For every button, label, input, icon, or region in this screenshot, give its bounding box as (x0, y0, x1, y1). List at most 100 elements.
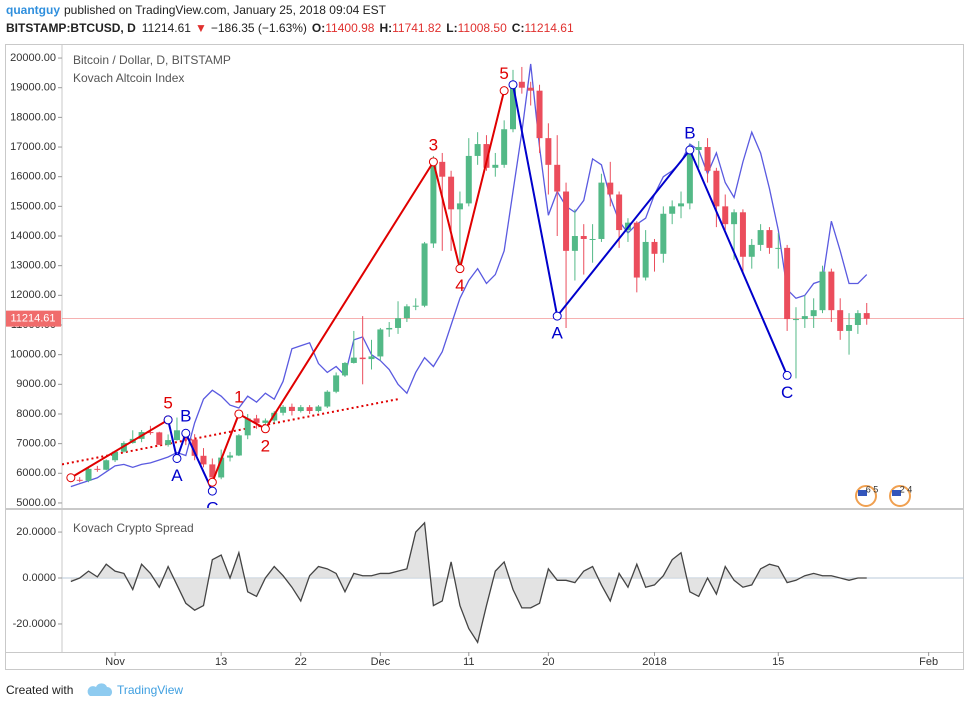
ohlc-value: 11741.82 (392, 21, 441, 35)
ohlc-value: 11214.61 (524, 21, 573, 35)
candle-body (739, 212, 746, 257)
y-tick-label: 5000.00 (16, 497, 56, 509)
event-badge-label: 6 5 (866, 484, 879, 494)
event-badge[interactable]: 6 5 (855, 484, 879, 507)
candle-body (589, 238, 596, 240)
candle-body (94, 468, 101, 470)
x-tick-label: Feb (919, 656, 938, 668)
candle-body (660, 213, 667, 254)
candle-body (784, 247, 791, 320)
x-tick-label: 22 (295, 656, 307, 668)
user[interactable]: quantguy (6, 3, 60, 17)
x-tick-label: 11 (463, 656, 474, 668)
candle-body (350, 357, 357, 363)
y-tick-label: 20.0000 (16, 526, 56, 538)
candle-body (377, 329, 384, 357)
wave-point (455, 264, 465, 274)
published: published on TradingView.com, January 25… (64, 3, 387, 17)
candle-body (837, 310, 844, 331)
candle-body (306, 407, 313, 412)
candle-body (315, 406, 322, 412)
candle-body (191, 439, 198, 456)
chart-frame (5, 44, 964, 670)
y-tick-label: 16000.00 (10, 171, 56, 183)
y-tick-label: 19000.00 (10, 82, 56, 94)
candle-body (103, 460, 110, 470)
spread-area (70, 522, 867, 643)
candle-body (227, 455, 234, 458)
y-tick-label: 7000.00 (16, 438, 56, 450)
wave-point (685, 145, 695, 155)
candle-body (633, 222, 640, 278)
candle-body (536, 90, 543, 139)
candle-body (173, 430, 180, 441)
ohlc-value: 11008.50 (458, 21, 507, 35)
wave-point (181, 428, 191, 438)
candle-body (678, 203, 685, 207)
brand-link[interactable]: TradingView (117, 683, 183, 697)
wave-line (167, 419, 214, 492)
wave-label: B (684, 123, 695, 142)
wave-label: 5 (499, 64, 508, 83)
wave-point (66, 473, 76, 483)
candle-body (518, 81, 525, 88)
symbol: BITSTAMP:BTCUSD, D (6, 21, 136, 35)
ohlc-label: H: (379, 21, 392, 35)
wave-label: A (552, 324, 564, 343)
wave-point (508, 80, 518, 90)
candle-body (474, 144, 481, 156)
y-tick-label: 12000.00 (10, 289, 56, 301)
wave-line (211, 90, 506, 483)
candle-body (85, 468, 92, 481)
ohlc-label: L: (446, 21, 457, 35)
wave-label: 4 (455, 276, 464, 295)
candle-body (209, 464, 216, 478)
created-with: Created with (6, 683, 73, 697)
last-price: 11214.61 (142, 21, 191, 35)
candle-body (571, 236, 578, 251)
candle-body (235, 435, 242, 456)
wave-label: 3 (429, 135, 438, 154)
y-tick-label: 17000.00 (10, 141, 56, 153)
candle-body (262, 420, 269, 423)
candle-body (563, 191, 570, 251)
wave-point (260, 424, 270, 434)
candle-body (421, 243, 428, 306)
spread-pane (62, 521, 964, 644)
change: −186.35 (−1.63%) (211, 21, 307, 35)
wave-point (552, 311, 562, 321)
candle-body (271, 412, 278, 421)
arrow: ▼ (195, 21, 207, 35)
candle-body (156, 432, 163, 445)
indicator-legend: Kovach Crypto Spread (73, 521, 194, 535)
candle-body (280, 406, 287, 413)
y-tick-label: 18000.00 (10, 111, 56, 123)
ohlc-label: C: (512, 21, 525, 35)
x-tick-label: Dec (371, 656, 391, 668)
candle-body (288, 406, 295, 412)
candle-body (368, 356, 375, 360)
y-tick-label: 10000.00 (10, 349, 56, 361)
ohlc-label: O: (312, 21, 325, 35)
wave-point (207, 486, 217, 496)
wave-label: C (781, 383, 793, 402)
candle-body (616, 194, 623, 231)
candle-body (333, 375, 340, 392)
candle-body (722, 206, 729, 225)
candle-body (448, 176, 455, 210)
candle-body (863, 313, 870, 319)
axes: 5000.00 6000.00 7000.00 8000.00 9000.00 10000… (6, 52, 938, 668)
event-badge-label: 2 4 (900, 484, 913, 494)
event-badge[interactable]: 2 4 (889, 484, 913, 507)
wave-point (428, 157, 438, 167)
brand-logo[interactable] (87, 683, 112, 696)
wave-point (207, 477, 217, 487)
candle-body (341, 362, 348, 376)
candle-body (686, 149, 693, 204)
candle-body (465, 155, 472, 204)
wave-point (782, 370, 792, 380)
series-legend: Bitcoin / Dollar, D, BITSTAMP (73, 53, 231, 67)
spread-line (70, 521, 867, 644)
y-tick-label: 20000.00 (10, 52, 56, 64)
wave-point (499, 86, 509, 96)
